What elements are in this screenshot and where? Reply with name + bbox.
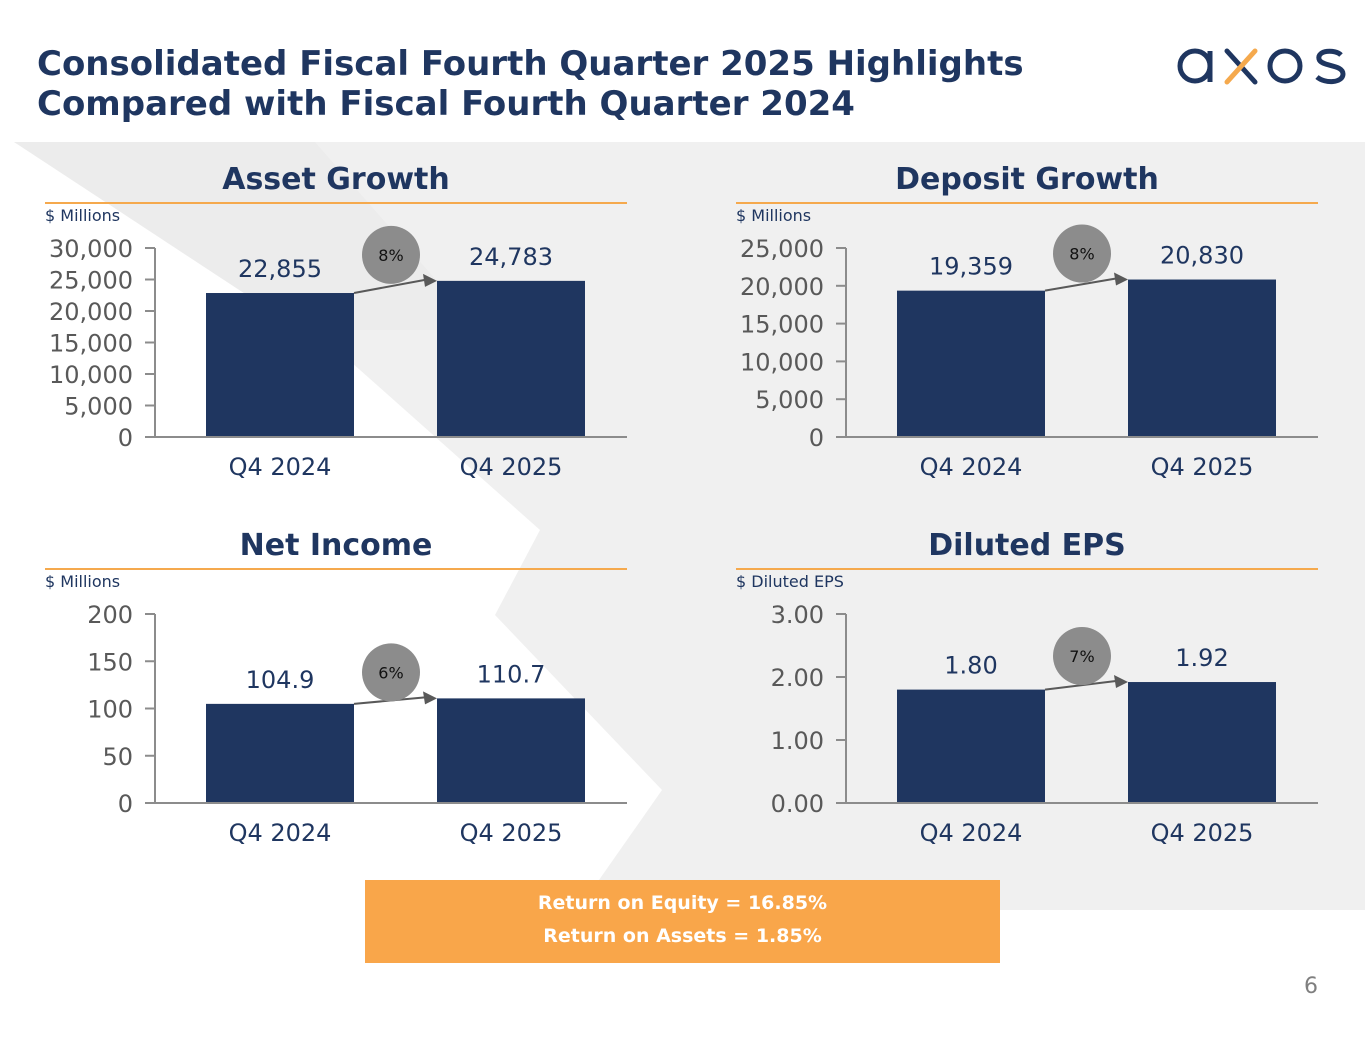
data-label: 110.7 — [477, 660, 546, 688]
growth-arrowhead — [423, 273, 437, 287]
bar-q4-2025 — [437, 280, 585, 437]
bar-q4-2024 — [206, 703, 354, 803]
return-on-assets: Return on Assets = 1.85% — [543, 925, 822, 947]
data-label: 20,830 — [1160, 242, 1244, 270]
x-category-label: Q4 2025 — [460, 819, 563, 847]
asset-growth-plot: 0 5,000 10,000 15,000 20,000 25,000 30,000 22,8… — [49, 225, 627, 481]
title-underline — [45, 202, 627, 204]
data-label: 1.92 — [1175, 644, 1228, 672]
x-category-label: Q4 2025 — [460, 453, 563, 481]
y-tick-label: 0 — [118, 790, 133, 818]
y-tick-label: 50 — [102, 743, 133, 771]
growth-arrowhead — [1114, 675, 1128, 689]
net-income-plot: 0 50 100 150 200 104.9 Q4 2024 110.7 Q4 2025 6% — [87, 601, 627, 847]
x-category-label: Q4 2024 — [229, 819, 332, 847]
x-category-label: Q4 2024 — [920, 453, 1023, 481]
asset-growth-chart: Asset Growth $ Millions 0 5,000 10,000 15,0… — [45, 162, 635, 492]
title-underline — [736, 568, 1318, 570]
title-underline — [736, 202, 1318, 204]
deposit-growth-plot: 0 5,000 10,000 15,000 20,000 25,000 19,359 Q4 2… — [740, 224, 1318, 481]
x-category-label: Q4 2024 — [920, 819, 1023, 847]
page-title-line-1: Consolidated Fiscal Fourth Quarter 2025 … — [37, 44, 1024, 84]
chart-title: Diluted EPS — [928, 528, 1126, 563]
y-tick-label: 10,000 — [740, 348, 824, 376]
y-tick-label: 20,000 — [49, 298, 133, 326]
axos-logo — [1177, 48, 1346, 85]
y-tick-label: 150 — [87, 648, 133, 676]
growth-bubble — [362, 643, 420, 702]
chart-title: Deposit Growth — [895, 162, 1159, 197]
growth-percent: 8% — [1069, 245, 1094, 264]
growth-percent: 8% — [378, 246, 403, 265]
growth-bubble — [1053, 627, 1111, 686]
y-tick-label: 0 — [118, 424, 133, 452]
growth-arrow — [1044, 680, 1117, 691]
growth-percent: 6% — [378, 663, 403, 682]
title-underline — [45, 568, 627, 570]
y-tick-label: 25,000 — [49, 267, 133, 295]
page-number: 6 — [1304, 974, 1318, 999]
diluted-eps-chart: Diluted EPS $ Diluted EPS 0.00 1.00 2.00 3.… — [736, 528, 1326, 858]
x-category-label: Q4 2024 — [229, 453, 332, 481]
y-tick-label: 15,000 — [740, 311, 824, 339]
data-label: 1.80 — [944, 652, 997, 680]
growth-bubble — [362, 225, 420, 284]
bar-q4-2025 — [1128, 279, 1276, 437]
growth-arrowhead — [1114, 272, 1128, 286]
growth-arrow — [1044, 277, 1117, 292]
bar-q4-2024 — [206, 293, 354, 437]
unit-label: $ Millions — [45, 206, 121, 225]
bar-q4-2024 — [897, 290, 1045, 437]
y-tick-label: 30,000 — [49, 235, 133, 263]
growth-arrowhead — [423, 691, 437, 705]
data-label: 22,855 — [238, 255, 322, 283]
y-tick-label: 20,000 — [740, 273, 824, 301]
y-tick-label: 0.00 — [771, 790, 824, 818]
return-on-equity: Return on Equity = 16.85% — [537, 892, 828, 914]
unit-label: $ Diluted EPS — [736, 572, 844, 591]
returns-callout: Return on Equity = 16.85% Return on Asse… — [365, 880, 1000, 963]
growth-bubble — [1053, 224, 1111, 283]
data-label: 104.9 — [246, 666, 315, 694]
y-tick-label: 10,000 — [49, 361, 133, 389]
page-title-line-2: Compared with Fiscal Fourth Quarter 2024 — [37, 84, 855, 124]
y-tick-label: 200 — [87, 601, 133, 629]
x-category-label: Q4 2025 — [1151, 453, 1254, 481]
y-tick-label: 25,000 — [740, 235, 824, 263]
page-title: Consolidated Fiscal Fourth Quarter 2025 … — [37, 44, 1024, 124]
unit-label: $ Millions — [736, 206, 812, 225]
growth-arrow — [353, 278, 426, 294]
y-tick-label: 15,000 — [49, 330, 133, 358]
y-tick-label: 5,000 — [64, 393, 133, 421]
y-tick-label: 2.00 — [771, 664, 824, 692]
y-tick-label: 3.00 — [771, 601, 824, 629]
diluted-eps-plot: 0.00 1.00 2.00 3.00 1.80 Q4 2024 1.92 Q4 2025 7% — [771, 601, 1318, 847]
bar-q4-2025 — [437, 698, 585, 803]
bar-q4-2025 — [1128, 682, 1276, 803]
y-tick-label: 100 — [87, 696, 133, 724]
chart-title: Net Income — [239, 528, 433, 563]
chart-title: Asset Growth — [222, 162, 450, 197]
y-tick-label: 5,000 — [755, 386, 824, 414]
x-category-label: Q4 2025 — [1151, 819, 1254, 847]
net-income-chart: Net Income $ Millions 0 50 100 150 200 104.9 Q… — [45, 528, 635, 858]
unit-label: $ Millions — [45, 572, 121, 591]
y-tick-label: 1.00 — [771, 727, 824, 755]
y-tick-label: 0 — [809, 424, 824, 452]
growth-percent: 7% — [1069, 647, 1094, 666]
data-label: 24,783 — [469, 243, 553, 271]
data-label: 19,359 — [929, 253, 1013, 281]
bar-q4-2024 — [897, 689, 1045, 803]
deposit-growth-chart: Deposit Growth $ Millions 0 5,000 10,000 15… — [736, 162, 1326, 492]
